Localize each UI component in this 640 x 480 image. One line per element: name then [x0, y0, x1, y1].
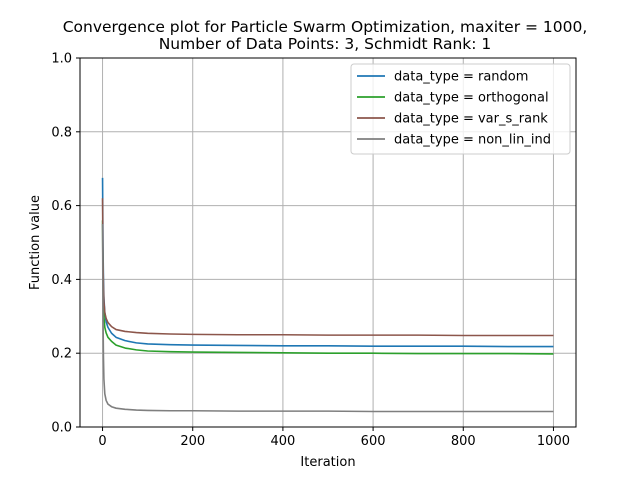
chart-subtitle: Number of Data Points: 3, Schmidt Rank: …	[159, 35, 492, 53]
y-tick-label: 1.0	[51, 52, 72, 67]
x-tick-label: 600	[361, 434, 386, 449]
x-axis-label: Iteration	[300, 455, 355, 470]
series-line-2	[101, 198, 554, 337]
series-line-3	[101, 224, 554, 413]
y-tick-label: 0.0	[51, 421, 72, 436]
y-tick-label: 0.8	[51, 125, 72, 140]
x-tick-label: 0	[98, 434, 106, 449]
plot-frame	[79, 57, 577, 428]
legend: data_type = random data_type = orthogonal…	[350, 63, 571, 155]
x-tick-label: 800	[451, 434, 476, 449]
x-tick-label: 400	[270, 434, 295, 449]
x-tick-label: 200	[180, 434, 205, 449]
legend-label: data_type = random	[394, 70, 528, 85]
legend-label: data_type = orthogonal	[394, 91, 549, 106]
series-line-1	[101, 220, 554, 355]
y-axis-label: Function value	[28, 195, 43, 290]
y-tick-label: 0.2	[51, 347, 72, 362]
y-tick-label: 0.4	[51, 273, 72, 288]
legend-label: data_type = non_lin_ind	[394, 133, 551, 148]
legend-box	[350, 63, 571, 155]
axis-ticks: 0 200 400 600 800 1000 0.0 0.2 0.4 0.6 0.8 1.0	[51, 52, 570, 450]
chart-title: Convergence plot for Particle Swarm Opti…	[63, 18, 588, 36]
x-tick-label: 1000	[537, 434, 570, 449]
y-tick-label: 0.6	[51, 199, 72, 214]
series-lines	[101, 177, 554, 413]
legend-label: data_type = var_s_rank	[394, 112, 548, 127]
